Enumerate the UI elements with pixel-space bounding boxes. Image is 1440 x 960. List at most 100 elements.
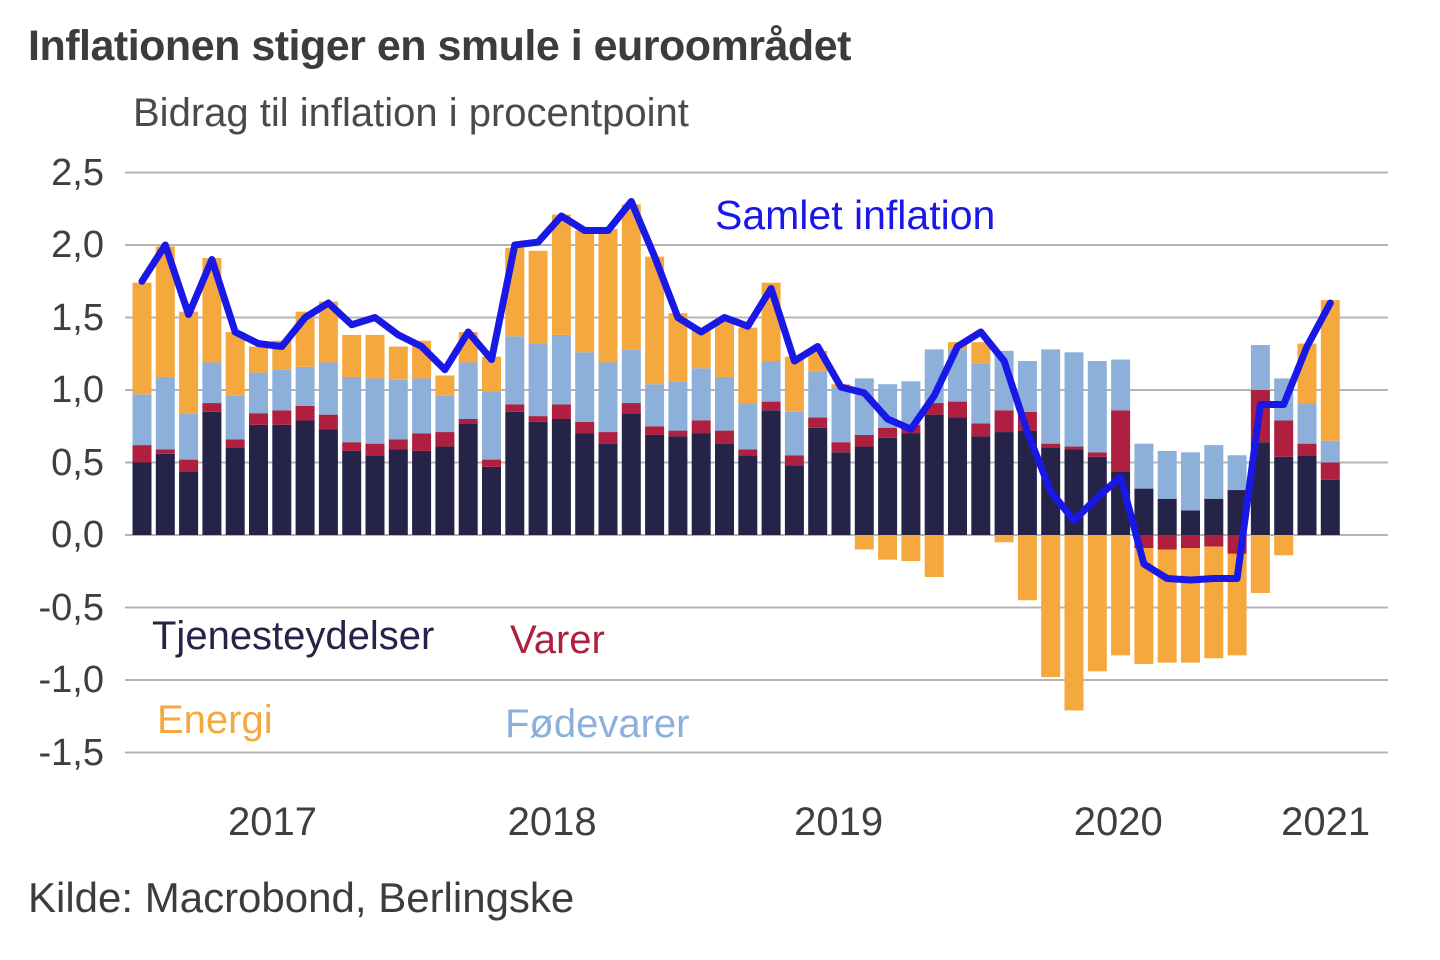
bar-segment-energi-15 bbox=[482, 356, 501, 392]
bar-segment-tjenesteydelser-4 bbox=[225, 448, 245, 535]
bar-segment-fødevarer-26 bbox=[738, 403, 758, 450]
bar-segment-varer-4 bbox=[225, 439, 245, 448]
bar-segment-fødevarer-41 bbox=[1087, 361, 1107, 453]
bar-segment-fødevarer-43 bbox=[1134, 443, 1154, 489]
bar-segment-varer-0 bbox=[132, 445, 152, 463]
bar-segment-fødevarer-15 bbox=[482, 391, 501, 460]
legend-energi: Energi bbox=[157, 698, 273, 742]
bar-segment-fødevarer-2 bbox=[179, 413, 199, 460]
y-tick-label-1,0: 1,0 bbox=[51, 369, 104, 411]
bar-segment-fødevarer-8 bbox=[318, 362, 338, 415]
bar-segment-tjenesteydelser-2 bbox=[179, 471, 199, 535]
bar-segment-tjenesteydelser-19 bbox=[575, 433, 595, 535]
bar-segment-energi-43 bbox=[1134, 548, 1154, 665]
bar-segment-energi-8 bbox=[318, 301, 338, 363]
bar-segment-tjenesteydelser-49 bbox=[1274, 456, 1294, 535]
x-tick-label-2021: 2021 bbox=[1281, 800, 1371, 844]
bar-segment-tjenesteydelser-6 bbox=[272, 424, 292, 535]
bar-segment-energi-32 bbox=[878, 535, 898, 560]
bar-segment-varer-17 bbox=[528, 416, 548, 422]
bar-segment-energi-42 bbox=[1111, 535, 1131, 656]
bar-segment-tjenesteydelser-50 bbox=[1297, 455, 1317, 535]
y-tick-label-2,0: 2,0 bbox=[51, 224, 104, 266]
bar-segment-energi-45 bbox=[1181, 548, 1200, 663]
bar-segment-fødevarer-31 bbox=[854, 378, 874, 435]
bar-segment-fødevarer-47 bbox=[1227, 455, 1247, 491]
bar-segment-varer-2 bbox=[179, 459, 199, 472]
bar-segment-energi-0 bbox=[132, 282, 152, 395]
bar-segment-varer-23 bbox=[668, 430, 688, 437]
bar-segment-varer-18 bbox=[551, 404, 571, 419]
bar-segment-energi-48 bbox=[1250, 535, 1270, 593]
bar-segment-varer-19 bbox=[575, 421, 595, 434]
bar-segment-energi-46 bbox=[1204, 546, 1224, 659]
bar-segment-varer-31 bbox=[854, 434, 874, 447]
bar-segment-varer-35 bbox=[948, 401, 967, 418]
bar-segment-fødevarer-5 bbox=[249, 372, 268, 414]
bar-segment-varer-13 bbox=[435, 432, 455, 447]
bar-segment-tjenesteydelser-24 bbox=[691, 433, 711, 535]
bar-segment-fødevarer-50 bbox=[1297, 403, 1317, 444]
bar-segment-varer-28 bbox=[784, 455, 804, 466]
bar-segment-fødevarer-3 bbox=[202, 362, 222, 404]
bar-segment-energi-51 bbox=[1320, 300, 1340, 441]
bar-segment-fødevarer-38 bbox=[1017, 361, 1037, 412]
bar-segment-tjenesteydelser-37 bbox=[994, 432, 1014, 535]
y-tick-label-0,5: 0,5 bbox=[51, 441, 104, 484]
bar-segment-varer-46 bbox=[1204, 535, 1224, 547]
bar-segment-energi-28 bbox=[784, 356, 804, 412]
bar-segment-varer-14 bbox=[458, 419, 478, 424]
bar-segment-tjenesteydelser-36 bbox=[971, 436, 991, 535]
bar-segment-varer-5 bbox=[249, 413, 268, 425]
bar-segment-energi-37 bbox=[994, 535, 1014, 543]
bar-segment-energi-18 bbox=[551, 214, 571, 335]
bar-segment-varer-15 bbox=[482, 459, 501, 467]
bar-segment-fødevarer-7 bbox=[295, 366, 315, 406]
bar-segment-fødevarer-42 bbox=[1111, 359, 1131, 411]
bar-segment-tjenesteydelser-28 bbox=[784, 465, 804, 535]
bar-segment-fødevarer-11 bbox=[388, 379, 408, 440]
bar-segment-energi-26 bbox=[738, 327, 758, 404]
bar-segment-varer-6 bbox=[272, 410, 292, 425]
bar-segment-fødevarer-40 bbox=[1064, 352, 1084, 447]
bar-segment-tjenesteydelser-44 bbox=[1157, 498, 1177, 535]
bar-segment-tjenesteydelser-15 bbox=[482, 466, 501, 535]
bar-segment-energi-11 bbox=[388, 346, 408, 380]
x-tick-label-2017: 2017 bbox=[227, 800, 317, 844]
bar-segment-fødevarer-30 bbox=[831, 387, 851, 443]
bar-segment-tjenesteydelser-9 bbox=[342, 450, 362, 535]
bar-segment-tjenesteydelser-21 bbox=[621, 413, 641, 535]
bar-segment-varer-37 bbox=[994, 410, 1014, 433]
bar-segment-varer-25 bbox=[715, 430, 734, 444]
bar-segment-energi-19 bbox=[575, 230, 595, 353]
bar-segment-energi-33 bbox=[901, 535, 921, 562]
bar-segment-tjenesteydelser-25 bbox=[715, 443, 734, 535]
bar-segment-energi-10 bbox=[365, 334, 385, 379]
bar-segment-tjenesteydelser-45 bbox=[1181, 510, 1200, 535]
bar-segment-tjenesteydelser-34 bbox=[924, 414, 944, 535]
bar-segment-tjenesteydelser-43 bbox=[1134, 488, 1154, 535]
bar-segment-tjenesteydelser-22 bbox=[645, 434, 665, 535]
bar-segment-tjenesteydelser-12 bbox=[412, 450, 432, 535]
bar-segment-energi-44 bbox=[1157, 549, 1177, 663]
bar-segment-fødevarer-51 bbox=[1320, 440, 1340, 463]
bar-segment-fødevarer-24 bbox=[691, 368, 711, 421]
bar-segment-fødevarer-9 bbox=[342, 376, 362, 443]
bar-segment-varer-30 bbox=[831, 442, 851, 453]
bar-segment-varer-22 bbox=[645, 426, 665, 435]
bar-segment-energi-20 bbox=[598, 229, 618, 363]
bar-segment-fødevarer-48 bbox=[1250, 345, 1270, 390]
bar-segment-energi-38 bbox=[1017, 535, 1037, 601]
bar-segment-energi-1 bbox=[155, 246, 175, 377]
bar-segment-fødevarer-14 bbox=[458, 362, 478, 419]
bar-segment-energi-9 bbox=[342, 334, 362, 377]
bar-segment-energi-4 bbox=[225, 332, 245, 396]
bar-segment-varer-45 bbox=[1181, 535, 1200, 549]
bar-segment-fødevarer-4 bbox=[225, 395, 245, 440]
bar-segment-varer-24 bbox=[691, 420, 711, 434]
bar-segment-tjenesteydelser-14 bbox=[458, 423, 478, 535]
bar-segment-tjenesteydelser-1 bbox=[155, 453, 175, 535]
bar-segment-fødevarer-28 bbox=[784, 411, 804, 456]
bar-segment-energi-5 bbox=[249, 346, 268, 373]
